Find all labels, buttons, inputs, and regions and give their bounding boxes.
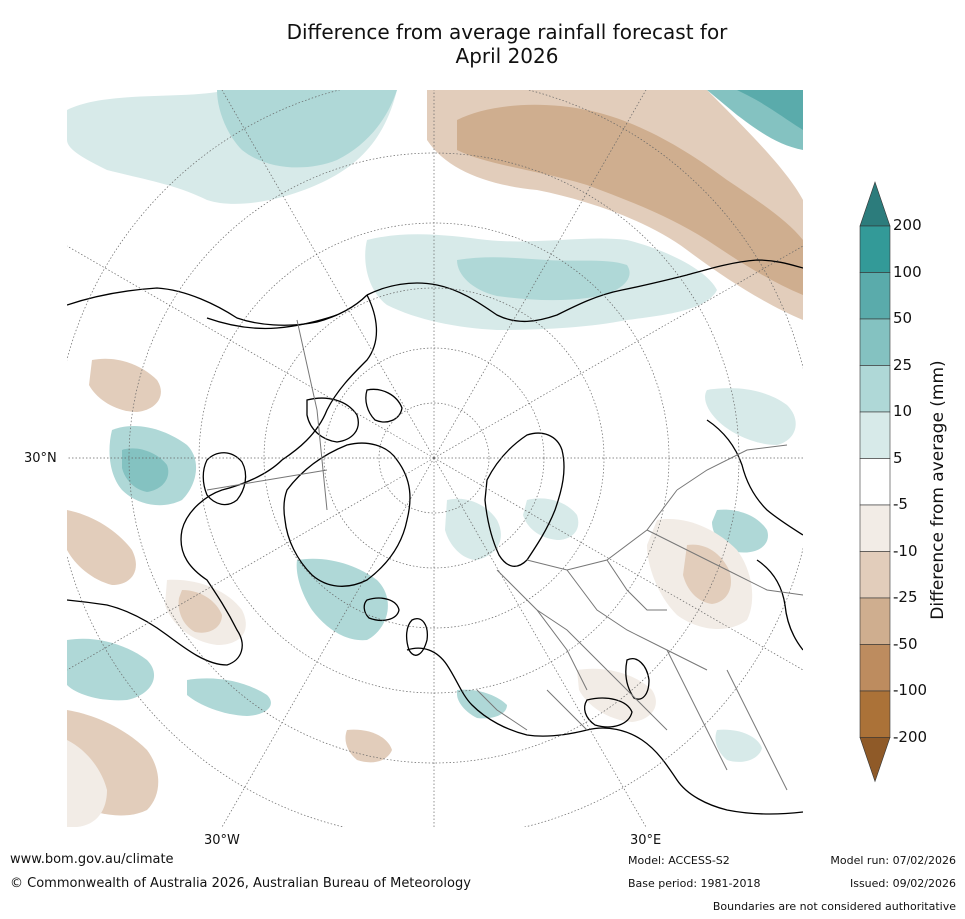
footer-base-period: Base period: 1981-2018 [628, 877, 761, 890]
colorbar-tick-label: -100 [893, 681, 928, 699]
footer-disclaimer: Boundaries are not considered authoritat… [712, 900, 956, 913]
country-borders [206, 319, 803, 791]
colorbar [859, 181, 891, 783]
scandinavia-coast [484, 432, 565, 567]
uk-coast [405, 618, 428, 656]
footer-model-run: Model run: 07/02/2026 [830, 854, 956, 867]
wet-region-far-east-core [737, 90, 803, 130]
colorbar-block-minus25-minus10 [859, 551, 891, 599]
colorbar-label: Difference from average (mm) [928, 360, 948, 620]
wet-region-alps [457, 689, 507, 719]
siberia-coast [366, 259, 803, 323]
map-title: Difference from average rainfall forecas… [0, 20, 965, 68]
alaska-coast [206, 314, 338, 330]
dry-region-pacific-far-southwest [67, 740, 107, 827]
caspian-coast [625, 658, 650, 700]
colorbar-tick-label: -50 [893, 634, 918, 653]
dry-region-mediterranean [577, 668, 656, 722]
lon-label-30w: 30°W [204, 833, 240, 848]
wet-region-east-asia [705, 388, 796, 445]
graticule [67, 90, 803, 827]
colorbar-block-5-10 [859, 411, 891, 459]
arctic-islands-coast [306, 388, 403, 443]
dry-region-atlantic-core [178, 590, 222, 633]
asia-east-coast [706, 419, 803, 536]
colorbar-block-25-50 [859, 318, 891, 366]
dry-region-siberia-inner [457, 104, 803, 295]
wet-region-alaska-west [187, 678, 271, 716]
dry-region-pacific-west [67, 510, 136, 585]
anomaly-regions [67, 90, 803, 827]
colorbar-tick-label: 10 [893, 402, 913, 420]
colorbar-block-minus50-minus25 [859, 597, 891, 645]
colorbar-tick-label: 200 [893, 216, 922, 234]
footer-copyright: © Commonwealth of Australia 2026, Austra… [10, 876, 471, 891]
colorbar-extend-bottom [859, 737, 891, 783]
colorbar-tick-label: -10 [893, 541, 918, 560]
colorbar-block-minus5-5 [859, 458, 891, 506]
wet-region-pacific-south [67, 638, 155, 701]
colorbar-tick-label: 50 [893, 309, 913, 327]
footer-website[interactable]: www.bom.gov.au/climate [10, 852, 174, 867]
title-line-2: April 2026 [455, 44, 559, 68]
wet-region-north-america-west-core [122, 448, 169, 492]
wet-region-eurasia-north-core [457, 257, 630, 301]
lat-label-30n: 30°N [24, 451, 57, 466]
footer-model: Model: ACCESS-S2 [628, 854, 730, 867]
colorbar-tick-label: 5 [893, 448, 903, 467]
black-sea-coast [584, 697, 633, 728]
greenland-coast [283, 442, 411, 587]
asia-east-coast-2 [756, 559, 803, 651]
wet-region-asia-south [715, 729, 762, 762]
colorbar-tick-label: -200 [893, 727, 928, 746]
colorbar-block-minus100-minus50 [859, 644, 891, 692]
colorbar-block-100-200 [859, 225, 891, 273]
wet-region-greenland-sea [296, 558, 388, 641]
colorbar-block-50-100 [859, 272, 891, 320]
hudson-bay-coast [202, 452, 247, 506]
colorbar-tick-label: 100 [893, 262, 922, 281]
dry-region-central-asia-core [683, 544, 732, 604]
wet-region-arctic-core [217, 90, 397, 168]
colorbar-block-minus200-minus100 [859, 690, 891, 738]
dry-region-greenland-south [345, 729, 392, 763]
colorbar-block-10-25 [859, 365, 891, 413]
colorbar-extend-top [859, 181, 891, 227]
colorbar-tick-label: -25 [893, 588, 918, 606]
lon-label-30e: 30°E [630, 833, 662, 848]
footer-issued: Issued: 09/02/2026 [849, 877, 956, 890]
dry-region-north-america [89, 358, 161, 412]
rainfall-anomaly-map [67, 90, 803, 827]
colorbar-tick-label: 25 [893, 355, 913, 374]
colorbar-tick-label: -5 [893, 495, 908, 513]
title-line-1: Difference from average rainfall forecas… [286, 20, 728, 44]
colorbar-block-minus10-minus5 [859, 504, 891, 552]
iceland-coast [363, 597, 400, 621]
